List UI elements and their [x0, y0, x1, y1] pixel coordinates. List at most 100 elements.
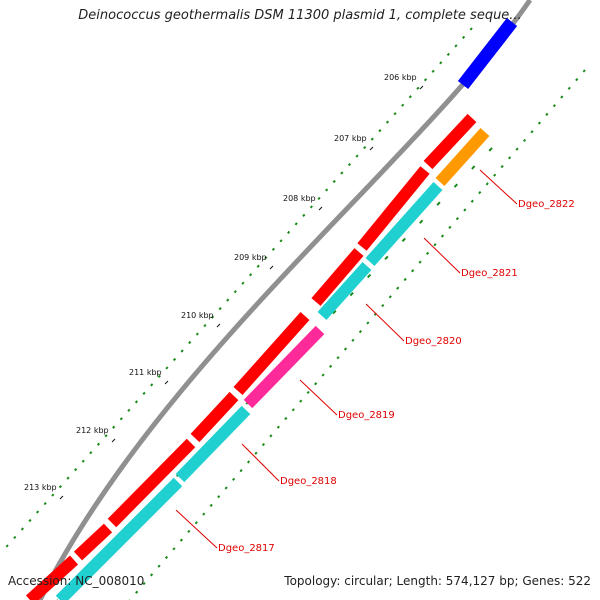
gc-tick [485, 182, 489, 186]
gc-tick [340, 171, 344, 175]
plasmid-backbone [37, 0, 533, 600]
gc-tick [179, 538, 183, 542]
gc-tick [408, 95, 412, 99]
feature-red-7 [73, 523, 113, 561]
kbp-label-206-kbp: 206 kbp [384, 73, 417, 82]
gc-tick [453, 183, 459, 188]
gc-tick [423, 78, 428, 82]
gc-tick [401, 237, 406, 242]
gc-tick [388, 295, 392, 299]
feature-orange [435, 127, 490, 187]
gc-tick [271, 247, 275, 251]
feature-red-1 [423, 113, 477, 170]
gc-tick [349, 291, 354, 297]
gc-tick [552, 104, 556, 108]
connector-Dgeo_2821 [423, 237, 461, 274]
gc-tick [233, 290, 237, 294]
gc-tick [142, 391, 146, 395]
gc-tick [20, 527, 24, 531]
gc-tick [440, 234, 445, 238]
gc-tick [488, 147, 493, 152]
connector-Dgeo_2820 [365, 303, 405, 342]
gc-tick [58, 485, 62, 489]
gc-tick [294, 222, 298, 226]
gc-tick [567, 86, 571, 90]
gc-tick [291, 408, 295, 412]
gc-tick [127, 408, 131, 412]
gc-tick [582, 69, 586, 73]
gc-tick [545, 112, 549, 116]
gc-tick [431, 69, 435, 73]
gc-tick [195, 332, 199, 336]
gene-label-Dgeo_2817: Dgeo_2817 [218, 543, 275, 554]
gc-tick [537, 121, 542, 125]
kbp-label-210-kbp: 210 kbp [181, 311, 214, 320]
gc-tick [5, 544, 9, 548]
gc-tick [194, 521, 198, 525]
gc-tick [575, 78, 579, 82]
gc-tick [142, 581, 146, 586]
gc-tick [134, 400, 139, 404]
gc-tick [149, 573, 154, 577]
gc-tick [347, 162, 352, 167]
kbp-tick [419, 85, 424, 90]
gc-tick [355, 154, 359, 158]
gc-tick [157, 374, 161, 379]
gc-tick [366, 321, 370, 325]
gene-label-Dgeo_2820: Dgeo_2820 [405, 336, 462, 347]
gc-tick [74, 468, 78, 472]
gc-tick [471, 165, 476, 170]
gc-tick [302, 213, 306, 217]
gc-tick [478, 190, 482, 195]
gc-tick [366, 273, 372, 279]
gc-tick [299, 399, 303, 403]
gc-tick [254, 451, 258, 455]
gc-tick [112, 425, 116, 429]
gc-tick [522, 138, 527, 143]
gc-tick [164, 555, 169, 560]
gc-tick [358, 330, 362, 334]
gc-tick [157, 564, 161, 568]
gc-tick [264, 256, 268, 260]
gc-tick [560, 95, 564, 99]
gc-tick [433, 243, 437, 247]
gc-tick [332, 179, 336, 184]
gc-tick [419, 219, 424, 224]
kbp-tick [318, 206, 323, 211]
gc-tick [454, 44, 458, 48]
gc-tick [248, 273, 253, 277]
gc-tick [463, 208, 467, 212]
gc-tick [261, 442, 266, 447]
feature-cyan-3 [175, 405, 251, 483]
gc-tick [276, 425, 280, 429]
gc-tick [172, 357, 177, 362]
gc-tick [172, 547, 176, 551]
gc-tick [104, 434, 108, 438]
gc-tick [469, 27, 473, 31]
gc-tick [217, 495, 221, 499]
gc-tick [378, 129, 382, 133]
gene-label-Dgeo_2818: Dgeo_2818 [280, 476, 337, 487]
feature-magenta [243, 325, 325, 409]
kbp-labels: 206 kbp 207 kbp 208 kbp 209 kbp 210 kbp 211 k… [24, 73, 424, 500]
connector-Dgeo_2818 [241, 443, 280, 482]
gc-tick [306, 390, 310, 395]
gc-tick [317, 196, 321, 201]
gc-tick [425, 251, 430, 256]
gc-ticks-inner [128, 69, 586, 600]
feature-red-8 [25, 555, 79, 600]
gc-tick [226, 298, 230, 302]
gc-tick [246, 460, 251, 464]
feature-cyan-4 [55, 477, 183, 600]
gc-tick [446, 52, 450, 56]
gc-tick [385, 120, 390, 124]
gc-tick [218, 307, 222, 311]
gc-tick [508, 156, 512, 160]
gc-tick [530, 130, 534, 134]
feature-cyan-2 [317, 261, 372, 321]
connector-Dgeo_2819 [299, 379, 338, 416]
gc-tick [309, 205, 314, 209]
gc-tick [135, 590, 139, 594]
gc-tick [370, 137, 374, 141]
gc-tick [287, 230, 291, 234]
